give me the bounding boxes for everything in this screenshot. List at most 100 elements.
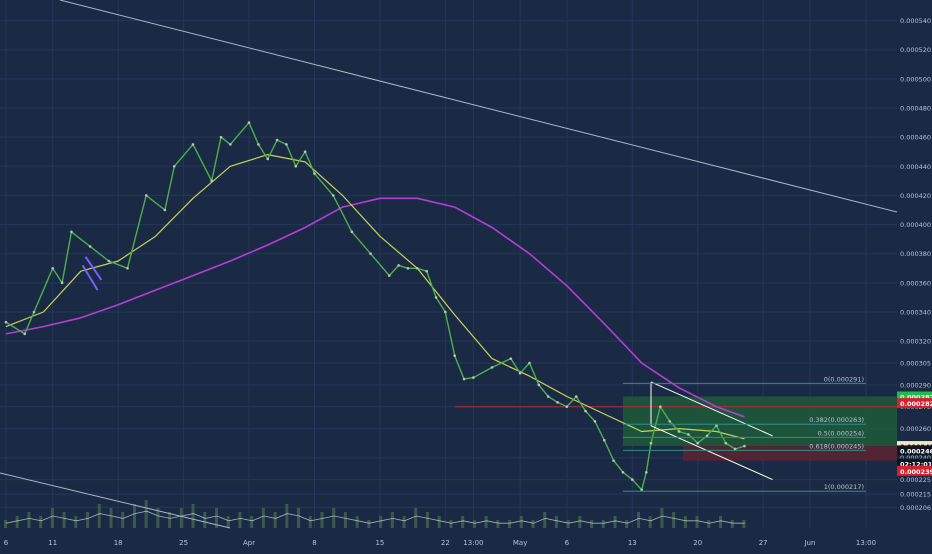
price-point — [490, 366, 494, 369]
volume-bar — [297, 508, 301, 528]
price-point — [144, 194, 148, 197]
price-point — [275, 138, 279, 142]
price-point — [313, 172, 316, 175]
volume-bar — [109, 508, 113, 528]
price-point — [462, 377, 466, 381]
y-tick-label: 0.000400 — [900, 221, 931, 229]
price-point — [51, 266, 55, 270]
y-tick-label: 0.000290 — [900, 381, 931, 389]
price-point — [659, 405, 662, 409]
y-tick-label: 0.000500 — [900, 75, 931, 83]
long-trendline-lower — [0, 472, 231, 529]
y-tick-label: 0.000520 — [900, 46, 931, 54]
volume-bar — [121, 512, 125, 528]
y-tick-label: 0.000420 — [900, 192, 931, 200]
volume-bar — [379, 516, 383, 528]
ma-short-line — [5, 154, 745, 440]
price-point — [107, 259, 111, 263]
volume-bar — [74, 516, 78, 528]
price-point — [247, 121, 251, 124]
price-tag-background — [897, 391, 932, 402]
volume-bar — [648, 516, 652, 528]
x-tick-label: Jun — [803, 539, 815, 547]
price-point — [696, 441, 700, 445]
annotations: 0(0.000291) 0.382(0.000263) 0.5(0.000254) 0… — [622, 375, 866, 492]
volume-bar — [683, 516, 687, 528]
price-point — [70, 230, 73, 234]
volume-bar — [214, 508, 218, 528]
y-tick-label: 0.000360 — [900, 279, 931, 287]
volume-bar — [402, 516, 406, 528]
volume-bar — [742, 520, 746, 528]
volume-bar — [695, 516, 699, 528]
volume-bar — [226, 516, 230, 528]
volume-bar — [613, 516, 617, 528]
volume-bar — [355, 516, 359, 528]
x-tick-label: 13 — [628, 539, 637, 547]
y-tick-label: 0.000320 — [900, 338, 931, 346]
price-tag-background — [897, 398, 932, 409]
pattern-line-a — [84, 256, 103, 281]
x-tick-label: 25 — [179, 539, 188, 547]
volume-bar — [461, 516, 465, 528]
stop-loss-zone — [682, 446, 897, 461]
price-point — [369, 252, 372, 256]
x-tick-label: May — [513, 539, 527, 547]
volume-bar — [472, 520, 476, 528]
price-point — [518, 371, 522, 375]
price-point — [387, 274, 391, 277]
price-point — [668, 419, 671, 423]
volume-bar — [261, 508, 265, 528]
price-point — [219, 135, 223, 139]
price-point — [574, 395, 578, 398]
price-tag-label: 0.000282 — [900, 400, 932, 408]
volume-bar — [156, 508, 160, 528]
price-point — [425, 269, 428, 273]
pattern-line-b — [81, 264, 99, 291]
volume-bar — [320, 512, 324, 528]
price-point — [705, 434, 709, 438]
price-point — [537, 383, 541, 387]
volume-bar — [672, 512, 676, 528]
x-tick-label: 22 — [441, 539, 450, 547]
y-tick-label: 0.000440 — [900, 163, 931, 171]
volume-bar — [39, 516, 43, 528]
volume-bar — [660, 508, 664, 528]
price-point — [126, 266, 129, 270]
volume-bar — [367, 520, 371, 528]
volume-bar — [543, 512, 547, 528]
price-point — [331, 194, 335, 197]
price-point — [472, 376, 475, 379]
price-point — [687, 433, 690, 436]
price-point — [416, 266, 419, 270]
y-tick-label: 0.000206 — [900, 504, 931, 512]
volume-bar — [273, 512, 277, 528]
volume-bar — [625, 520, 629, 528]
price-point — [4, 320, 8, 324]
price-point — [649, 441, 653, 445]
volume-bar — [519, 516, 523, 528]
fib-level-label: 0.5(0.000254) — [818, 429, 864, 437]
price-point — [434, 296, 438, 299]
volume-bar — [590, 520, 594, 528]
volume-bar — [707, 520, 711, 528]
y-tick-label: 0.000460 — [900, 134, 931, 142]
price-point — [724, 441, 728, 445]
volume-bar — [390, 512, 394, 528]
volume-bar — [437, 516, 441, 528]
volume-bar — [191, 504, 195, 528]
price-point — [60, 281, 64, 285]
volume-bar — [132, 504, 136, 528]
price-tag-label: 0.000282 — [900, 394, 932, 402]
y-tick-label: 0.000225 — [900, 476, 931, 484]
price-point — [172, 164, 176, 168]
price-point — [556, 401, 559, 404]
y-tick-label: 0.000480 — [900, 105, 931, 113]
price-point — [23, 332, 26, 336]
price-point — [631, 478, 634, 481]
volume-bar — [414, 508, 418, 528]
volume-bar — [343, 512, 347, 528]
